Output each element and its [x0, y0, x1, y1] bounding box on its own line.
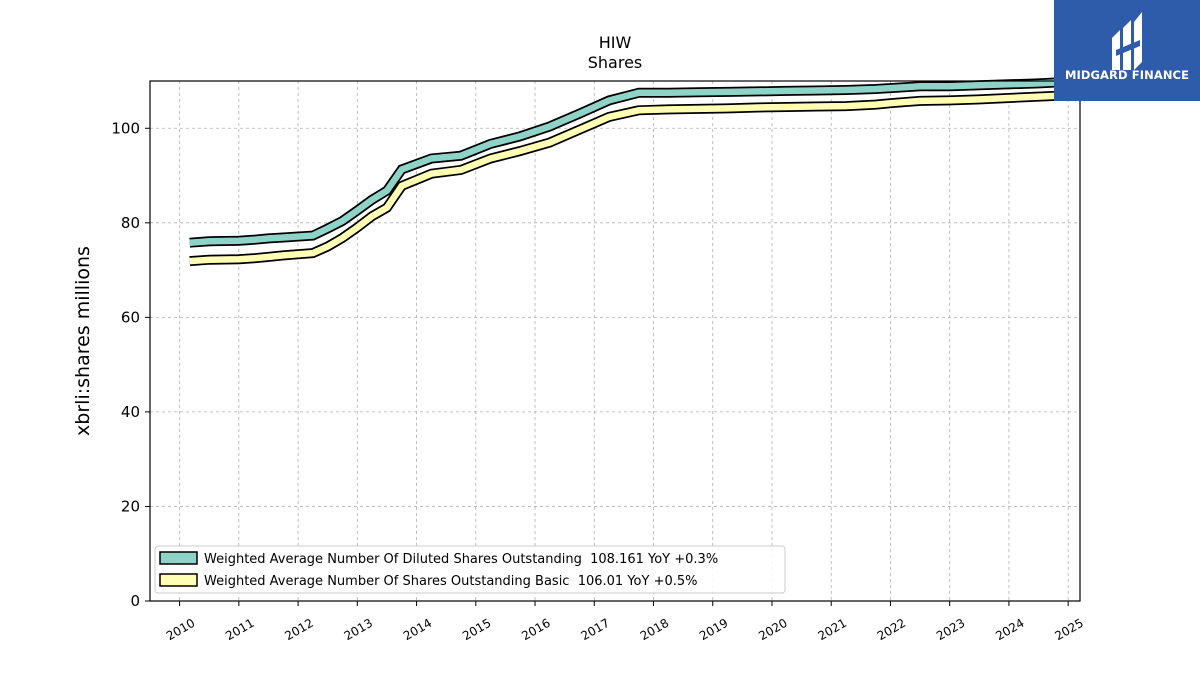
legend-swatch-basic [159, 573, 198, 587]
x-tick-label: 2016 [519, 616, 552, 643]
series-line-diluted [189, 79, 1059, 246]
x-tick-label: 2021 [815, 616, 848, 643]
legend-swatch-diluted [159, 551, 198, 565]
legend-label-diluted: Weighted Average Number Of Diluted Share… [204, 552, 718, 567]
grid-layer [150, 81, 1080, 602]
series-line-basic [189, 92, 1059, 265]
y-tick-label: 40 [121, 403, 140, 421]
x-tick-label: 2011 [223, 616, 256, 643]
x-tick-label: 2020 [756, 616, 789, 643]
y-tick-label: 60 [121, 308, 140, 326]
x-tick-label: 2010 [164, 616, 197, 643]
brand-name: MIDGARD FINANCE [1064, 68, 1190, 82]
x-tick-label: 2022 [875, 616, 908, 643]
legend: Weighted Average Number Of Diluted Share… [154, 545, 786, 594]
brand-mark-icon [1112, 12, 1142, 70]
x-tick-label: 2014 [401, 616, 434, 643]
x-tick-label: 2013 [342, 616, 375, 643]
chart-title: HIW [599, 33, 632, 52]
series-line-outline-diluted [189, 77, 1059, 248]
brand-logo: MIDGARD FINANCE [1054, 0, 1200, 101]
x-tick-label: 2018 [638, 616, 671, 643]
chart-subtitle: Shares [588, 53, 643, 72]
x-tick-label: 2017 [579, 616, 612, 643]
y-tick-label: 0 [130, 592, 140, 610]
plot-frame [149, 80, 1081, 602]
series-layer [189, 77, 1059, 267]
x-tick-label: 2019 [697, 616, 730, 643]
x-tick-label: 2025 [1052, 616, 1085, 643]
y-tick-label: 100 [111, 119, 140, 137]
x-tick-label: 2012 [282, 616, 315, 643]
legend-label-basic: Weighted Average Number Of Shares Outsta… [204, 574, 698, 589]
legend-box [154, 545, 786, 594]
x-tick-label: 2024 [993, 616, 1026, 643]
y-tick-label: 20 [121, 497, 140, 515]
x-tick-label: 2023 [934, 616, 967, 643]
y-axis-label: xbrli:shares millions [72, 246, 94, 436]
y-tick-label: 80 [121, 214, 140, 232]
x-tick-label: 2015 [460, 616, 493, 643]
